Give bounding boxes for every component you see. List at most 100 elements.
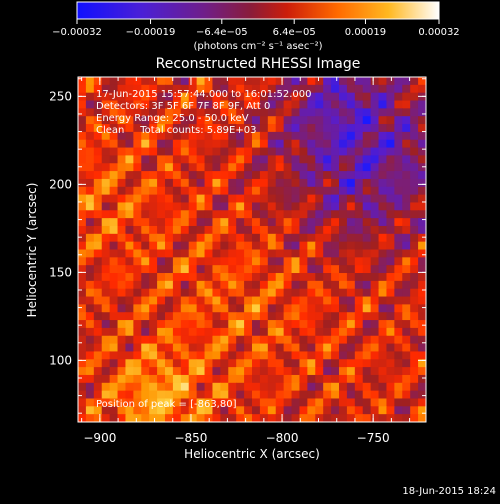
- heatmap-cell: [370, 374, 380, 384]
- heatmap-cell: [370, 312, 380, 321]
- heatmap-cell: [228, 116, 237, 125]
- heatmap-cell: [370, 171, 380, 180]
- heatmap-cell: [307, 84, 316, 94]
- heatmap-cell: [196, 359, 206, 368]
- heatmap-cell: [93, 202, 103, 211]
- heatmap-cell: [180, 92, 190, 102]
- heatmap-cell: [157, 116, 166, 125]
- heatmap-cell: [78, 249, 87, 258]
- heatmap-cell: [267, 390, 277, 400]
- heatmap-cell: [339, 390, 348, 400]
- heatmap-cell: [125, 359, 134, 368]
- heatmap-cell: [101, 359, 111, 368]
- y-tick-label: 200: [49, 177, 72, 191]
- heatmap-cell: [236, 273, 245, 282]
- heatmap-cell: [267, 171, 277, 180]
- heatmap-cell: [362, 296, 372, 305]
- heatmap-cell: [402, 163, 411, 172]
- heatmap-cell: [133, 147, 142, 157]
- heatmap-cell: [307, 186, 316, 196]
- heatmap-cell: [323, 406, 332, 415]
- heatmap-cell: [315, 77, 324, 86]
- heatmap-cell: [228, 178, 237, 188]
- heatmap-cell: [402, 77, 411, 86]
- heatmap-cell: [157, 131, 166, 141]
- heatmap-cell: [196, 100, 206, 109]
- heatmap-cell: [109, 186, 119, 196]
- heatmap-cell: [410, 194, 419, 204]
- heatmap-cell: [378, 178, 388, 188]
- heatmap-cell: [346, 374, 356, 384]
- heatmap-cell: [315, 335, 324, 345]
- heatmap-cell: [354, 367, 364, 376]
- heatmap-cell: [418, 131, 426, 141]
- heatmap-cell: [109, 171, 119, 180]
- heatmap-cell: [125, 92, 134, 102]
- heatmap-cell: [339, 186, 348, 196]
- heatmap-cell: [362, 178, 372, 188]
- heatmap-cell: [418, 280, 426, 290]
- heatmap-cell: [402, 100, 411, 109]
- heatmap-cell: [220, 335, 229, 345]
- heatmap-cell: [157, 194, 166, 204]
- heatmap-cell: [93, 147, 103, 157]
- heatmap-cell: [78, 241, 87, 251]
- heatmap-cell: [180, 116, 190, 125]
- heatmap-cell: [307, 288, 316, 298]
- heatmap-cell: [370, 124, 380, 133]
- heatmap-cell: [370, 327, 380, 337]
- heatmap-cell: [370, 116, 380, 125]
- heatmap-cell: [172, 414, 182, 422]
- heatmap-cell: [228, 147, 237, 157]
- heatmap-cell: [165, 233, 174, 243]
- heatmap-cell: [109, 327, 119, 337]
- heatmap-cell: [386, 186, 395, 196]
- heatmap-cell: [283, 233, 293, 243]
- heatmap-cell: [125, 406, 134, 415]
- heatmap-cell: [307, 382, 316, 392]
- heatmap-cell: [228, 155, 237, 164]
- heatmap-cell: [117, 398, 127, 407]
- heatmap-cell: [402, 382, 411, 392]
- heatmap-cell: [275, 131, 285, 141]
- heatmap-cell: [362, 202, 372, 211]
- heatmap-cell: [323, 312, 332, 321]
- heatmap-cell: [141, 139, 150, 149]
- heatmap-cell: [259, 147, 269, 157]
- heatmap-cell: [410, 116, 419, 125]
- heatmap-cell: [283, 186, 293, 196]
- heatmap-cell: [291, 155, 301, 164]
- heatmap-cell: [165, 374, 174, 384]
- heatmap-cell: [220, 288, 229, 298]
- heatmap-cell: [180, 296, 190, 305]
- heatmap-cell: [220, 265, 229, 274]
- heatmap-cell: [85, 390, 95, 400]
- heatmap-cell: [252, 273, 261, 282]
- heatmap-cell: [196, 225, 206, 235]
- heatmap-cell: [402, 343, 411, 353]
- heatmap-cell: [93, 320, 103, 329]
- heatmap-cell: [354, 77, 364, 86]
- heatmap-cell: [228, 335, 237, 345]
- heatmap-cell: [299, 398, 308, 407]
- heatmap-cell: [275, 210, 285, 219]
- heatmap-cell: [315, 163, 324, 172]
- heatmap-cell: [188, 100, 198, 109]
- heatmap-cell: [299, 202, 308, 211]
- annotation-clean-counts: Clean Total counts: 5.89E+03: [96, 125, 256, 136]
- heatmap-cell: [252, 131, 261, 141]
- heatmap-cell: [307, 327, 316, 337]
- heatmap-cell: [220, 194, 229, 204]
- heatmap-cell: [188, 249, 198, 258]
- heatmap-cell: [307, 374, 316, 384]
- heatmap-cell: [220, 171, 229, 180]
- heatmap-cell: [204, 335, 214, 345]
- heatmap-cell: [141, 398, 150, 407]
- heatmap-cell: [196, 398, 206, 407]
- heatmap-cell: [204, 100, 214, 109]
- heatmap-cell: [101, 273, 111, 282]
- heatmap-cell: [180, 241, 190, 251]
- heatmap-cell: [125, 367, 134, 376]
- heatmap-cell: [157, 335, 166, 345]
- heatmap-cell: [85, 131, 95, 141]
